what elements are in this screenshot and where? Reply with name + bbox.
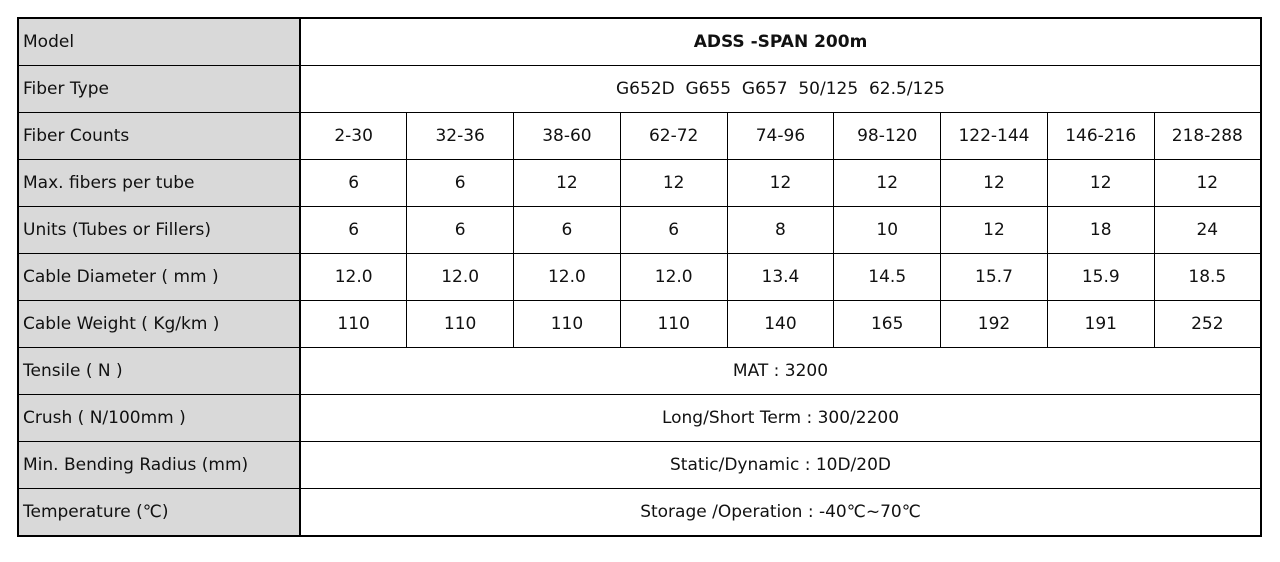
span-cell: Storage /Operation : -40℃~70℃ [299,488,1262,537]
cell: 2-30 [299,112,408,160]
row-label: Fiber Counts [17,112,301,160]
cell: 12 [940,159,1048,207]
cell: 12.0 [513,253,621,301]
cell: 12 [619,159,728,207]
table-row: Units (Tubes or Fillers) 6 6 6 6 8 10 12 18 24 [17,206,1262,254]
cell: 122-144 [940,112,1048,160]
cell: 24 [1153,206,1262,254]
cell: 12 [726,159,835,207]
span-cell: Long/Short Term : 300/2200 [299,394,1262,442]
cell: 32-36 [406,112,515,160]
cell: 12 [1046,159,1155,207]
row-label: Min. Bending Radius (mm) [17,441,301,489]
cell: 8 [726,206,835,254]
row-label: Temperature (℃) [17,488,301,537]
table-row: Crush ( N/100mm ) Long/Short Term : 300/2… [17,394,1262,442]
cell: 12 [940,206,1048,254]
table-row: Cable Weight ( Kg/km ) 110 110 110 110 140 165… [17,300,1262,348]
spec-table-wrap: Model ADSS -SPAN 200m Fiber Type G652D G655… [17,17,1262,537]
row-label: Units (Tubes or Fillers) [17,206,301,254]
table-row: Temperature (℃) Storage /Operation : -40℃… [17,488,1262,537]
cell: 110 [299,300,408,348]
cell: 165 [833,300,942,348]
cell: 6 [406,206,515,254]
table-row: Fiber Counts 2-30 32-36 38-60 62-72 74-96 98-1… [17,112,1262,160]
cell: 6 [406,159,515,207]
row-label: Tensile ( N ) [17,347,301,395]
span-cell: Static/Dynamic : 10D/20D [299,441,1262,489]
cell: 6 [299,159,408,207]
cell: 38-60 [513,112,621,160]
cell: 191 [1046,300,1155,348]
cell: 12 [1153,159,1262,207]
cell: 218-288 [1153,112,1262,160]
row-label: Fiber Type [17,65,301,113]
cell: 98-120 [833,112,942,160]
cell: 18.5 [1153,253,1262,301]
span-cell: ADSS -SPAN 200m [299,17,1262,66]
cell: 12 [513,159,621,207]
cell: 110 [619,300,728,348]
table-row: Min. Bending Radius (mm) Static/Dynamic :… [17,441,1262,489]
cell: 192 [940,300,1048,348]
cell: 140 [726,300,835,348]
cell: 146-216 [1046,112,1155,160]
cell: 13.4 [726,253,835,301]
cell: 6 [299,206,408,254]
cell: 14.5 [833,253,942,301]
cell: 6 [513,206,621,254]
table-row: Tensile ( N ) MAT : 3200 [17,347,1262,395]
table-row: Fiber Type G652D G655 G657 50/125 62.5/12… [17,65,1262,113]
row-label: Max. fibers per tube [17,159,301,207]
span-cell: MAT : 3200 [299,347,1262,395]
row-label: Cable Diameter ( mm ) [17,253,301,301]
table-body: Model ADSS -SPAN 200m Fiber Type G652D G655… [17,17,1262,537]
cell: 10 [833,206,942,254]
cell: 74-96 [726,112,835,160]
cell: 252 [1153,300,1262,348]
table-row: Max. fibers per tube 6 6 12 12 12 12 12 12 12 [17,159,1262,207]
cell: 110 [406,300,515,348]
cell: 12 [833,159,942,207]
row-label: Crush ( N/100mm ) [17,394,301,442]
table-row: Model ADSS -SPAN 200m [17,17,1262,66]
cell: 6 [619,206,728,254]
cell: 110 [513,300,621,348]
row-label: Cable Weight ( Kg/km ) [17,300,301,348]
cell: 18 [1046,206,1155,254]
row-label: Model [17,17,301,66]
cell: 12.0 [299,253,408,301]
table-row: Cable Diameter ( mm ) 12.0 12.0 12.0 12.0 13.… [17,253,1262,301]
spec-table: Model ADSS -SPAN 200m Fiber Type G652D G655… [17,17,1262,537]
span-cell: G652D G655 G657 50/125 62.5/125 [299,65,1262,113]
cell: 12.0 [406,253,515,301]
cell: 15.9 [1046,253,1155,301]
cell: 12.0 [619,253,728,301]
cell: 15.7 [940,253,1048,301]
cell: 62-72 [619,112,728,160]
